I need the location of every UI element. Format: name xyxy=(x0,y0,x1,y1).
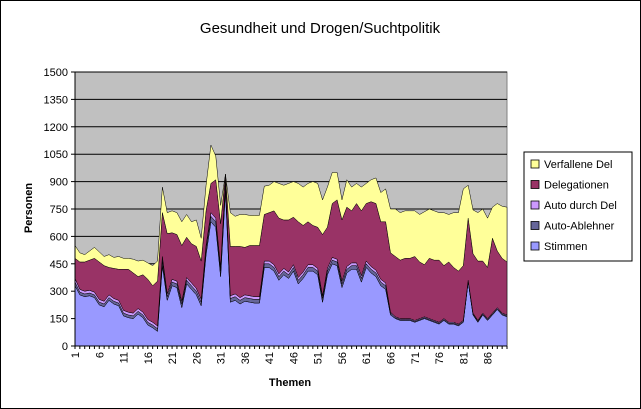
x-tick-label: 21 xyxy=(167,352,179,364)
stacked-areas xyxy=(74,144,508,347)
x-tick-label: 81 xyxy=(458,352,470,364)
legend-swatch xyxy=(530,241,540,251)
x-axis-title: Themen xyxy=(269,377,311,389)
legend: Verfallene Del Delegationen Auto durch Del… xyxy=(523,151,633,262)
y-tick-label: 1050 xyxy=(44,149,68,161)
y-tick-label: 1500 xyxy=(44,67,68,79)
legend-label: Delegationen xyxy=(544,180,609,192)
chart-title: Gesundheit und Drogen/Suchtpolitik xyxy=(200,20,441,37)
legend-swatch xyxy=(530,200,540,210)
legend-label: Auto durch Del xyxy=(544,200,617,212)
y-axis-title: Personen xyxy=(23,183,35,233)
legend-label: Auto-Ablehner xyxy=(544,221,615,233)
x-tick-label: 71 xyxy=(410,352,422,364)
x-tick-label: 46 xyxy=(288,352,300,364)
x-tick-label: 61 xyxy=(361,352,373,364)
area-series-4 xyxy=(74,144,508,286)
y-tick-label: 750 xyxy=(50,204,68,216)
legend-box xyxy=(523,151,633,262)
x-tick-label: 36 xyxy=(240,352,252,364)
x-tick-label: 51 xyxy=(313,352,325,364)
x-tick-label: 41 xyxy=(264,352,276,364)
x-tick-label: 76 xyxy=(434,352,446,364)
x-tick-label: 26 xyxy=(191,352,203,364)
x-tick-label: 31 xyxy=(216,352,228,364)
x-tick-label: 16 xyxy=(143,352,155,364)
y-tick-labels: 0 150 300 450 600 750 900 1050 1200 1350 1500 xyxy=(44,67,75,353)
y-tick-label: 1200 xyxy=(44,122,68,134)
legend-swatch xyxy=(530,159,540,169)
x-tick-label: 1 xyxy=(70,352,82,358)
x-tick-label: 86 xyxy=(483,352,495,364)
legend-label: Stimmen xyxy=(544,241,587,253)
legend-swatch xyxy=(530,221,540,230)
y-tick-label: 900 xyxy=(50,177,68,189)
x-tick-label: 11 xyxy=(119,352,131,363)
y-tick-label: 450 xyxy=(50,259,68,271)
x-tick-labels: 1 6 11 16 21 26 31 36 41 46 51 56 61 66 71 76 81 86 xyxy=(70,346,508,364)
legend-label: Verfallene Del xyxy=(544,159,613,171)
y-tick-label: 1350 xyxy=(44,94,68,106)
y-tick-label: 0 xyxy=(62,341,68,353)
y-tick-label: 300 xyxy=(50,286,68,298)
y-tick-label: 150 xyxy=(50,314,68,326)
y-tick-label: 600 xyxy=(50,231,68,243)
legend-swatch xyxy=(530,180,540,189)
x-tick-label: 56 xyxy=(337,352,349,364)
x-tick-label: 66 xyxy=(386,352,398,364)
x-tick-label: 6 xyxy=(94,352,106,358)
